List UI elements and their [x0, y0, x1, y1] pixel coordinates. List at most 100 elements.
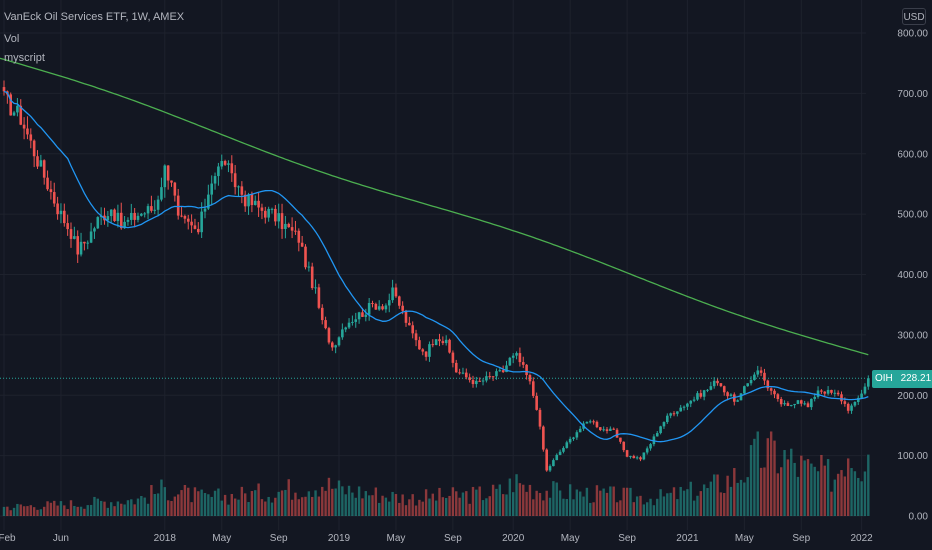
x-tick-label: May: [561, 533, 580, 544]
candle-body: [190, 221, 193, 226]
volume-bar: [810, 463, 813, 516]
candle-body: [706, 389, 709, 391]
candle-body: [257, 200, 260, 208]
volume-bar: [652, 505, 656, 516]
candle-body: [344, 327, 347, 330]
candle-body: [39, 160, 43, 167]
volume-bar: [401, 494, 404, 516]
candle-body: [233, 173, 237, 188]
candle-body: [66, 223, 69, 230]
volume-legend[interactable]: Vol: [4, 33, 20, 45]
volume-bar: [548, 497, 552, 516]
volume-bar: [649, 498, 652, 516]
volume-bar: [662, 496, 666, 516]
volume-bar: [780, 467, 783, 516]
script-legend[interactable]: myscript: [4, 52, 45, 64]
candle-body: [836, 392, 840, 395]
candle-body: [803, 403, 806, 405]
candle-body: [719, 383, 723, 387]
candle-body: [867, 378, 870, 387]
candle-body: [371, 303, 374, 305]
volume-bar: [769, 431, 773, 516]
volume-bar: [495, 488, 498, 516]
volume-bar: [582, 496, 585, 516]
candle-body: [498, 370, 502, 372]
candle-body: [193, 225, 197, 229]
candle-body: [153, 209, 157, 211]
volume-bar: [203, 493, 207, 516]
volume-bar: [602, 488, 605, 516]
volume-bar: [579, 491, 582, 516]
y-tick-label: 100.00: [897, 451, 928, 462]
volume-bar: [823, 465, 826, 516]
candle-body: [726, 392, 729, 397]
candle-body: [431, 344, 435, 346]
candle-body: [779, 399, 783, 405]
candle-body: [702, 390, 706, 397]
candle-body: [635, 457, 639, 459]
candle-body: [186, 218, 190, 222]
currency-button[interactable]: USD: [902, 8, 926, 25]
candle-body: [341, 329, 344, 338]
candle-body: [243, 194, 247, 207]
candle-body: [421, 349, 425, 352]
volume-bar: [806, 459, 810, 516]
volume-bar: [723, 492, 726, 516]
candle-body: [76, 236, 79, 255]
volume-bar: [314, 490, 317, 516]
volume-bar: [428, 498, 431, 516]
candle-body: [796, 400, 800, 404]
candle-body: [314, 287, 317, 289]
volume-bar: [816, 471, 820, 516]
candle-body: [287, 223, 291, 228]
volume-bar: [146, 503, 150, 516]
volume-bar: [783, 450, 786, 516]
candle-body: [418, 340, 421, 350]
y-tick-label: 500.00: [897, 210, 928, 221]
x-tick-label: 2022: [850, 533, 873, 544]
candle-body: [676, 411, 679, 414]
candle-body: [109, 209, 113, 217]
volume-bar: [843, 476, 847, 516]
volume-bar: [153, 493, 156, 516]
candle-body: [56, 203, 59, 215]
candle-body: [146, 206, 150, 214]
candle-body: [46, 177, 49, 190]
volume-bar: [853, 471, 857, 516]
candle-body: [830, 389, 833, 393]
candle-body: [562, 447, 565, 452]
candle-body: [625, 450, 629, 457]
volume-bar: [223, 494, 227, 516]
volume-bar: [491, 484, 495, 516]
volume-bar: [478, 486, 481, 516]
candle-body: [297, 230, 301, 243]
candle-body: [592, 421, 595, 423]
volume-bar: [274, 497, 277, 516]
volume-bar: [110, 502, 113, 516]
candle-body: [756, 370, 760, 375]
candle-body: [411, 325, 414, 334]
volume-bar: [532, 499, 535, 516]
volume-bar: [800, 455, 803, 516]
volume-bar: [344, 494, 347, 516]
candle-body: [267, 208, 270, 218]
candle-body: [578, 428, 582, 433]
volume-bar: [857, 477, 860, 516]
candle-body: [203, 208, 207, 212]
volume-bar: [445, 497, 448, 516]
volume-bar: [287, 479, 290, 516]
candle-body: [136, 215, 140, 220]
candle-body: [776, 394, 780, 400]
volume-bar: [867, 454, 870, 516]
volume-bar: [404, 505, 408, 516]
candle-body: [696, 393, 699, 400]
candle-body: [840, 394, 843, 402]
volume-bar: [538, 492, 542, 516]
candle-body: [753, 374, 756, 381]
x-tick-label: Sep: [270, 533, 288, 544]
volume-bar: [408, 499, 411, 516]
candle-body: [86, 242, 90, 244]
volume-bar: [63, 505, 66, 516]
